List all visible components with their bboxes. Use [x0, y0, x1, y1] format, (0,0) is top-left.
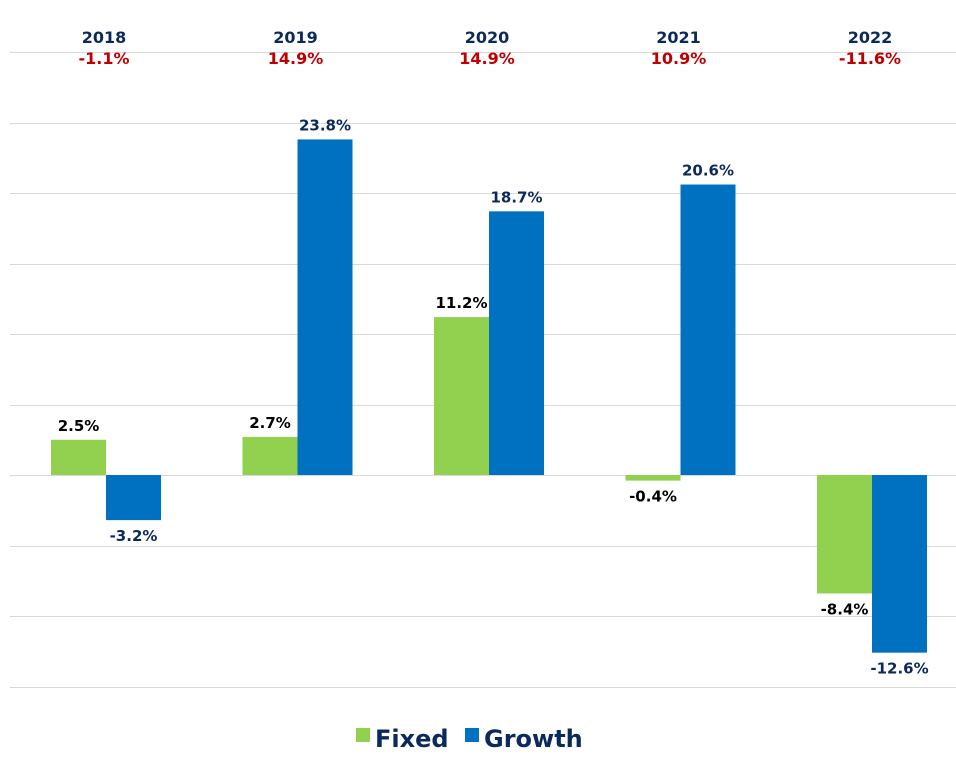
data-labels: 2.5% 2.7% 11.2% -0.4% -8.4% -3.2% 23.8% 18.7% 20… — [58, 116, 929, 677]
annual-total-2021: 10.9% — [651, 49, 707, 68]
legend: Fixed Growth — [356, 725, 583, 753]
year-label-2021: 2021 — [656, 28, 701, 47]
data-label-fixed-2020: 11.2% — [435, 294, 487, 312]
bar-fixed-2019 — [242, 436, 298, 475]
data-label-fixed-2018: 2.5% — [58, 417, 100, 435]
bar-growth-2018 — [106, 475, 161, 521]
annual-total-2022: -11.6% — [839, 49, 901, 68]
bar-fixed-2021 — [625, 475, 681, 481]
year-label-2020: 2020 — [465, 28, 510, 47]
bar-growth-2019 — [297, 139, 353, 476]
data-label-fixed-2021: -0.4% — [629, 488, 677, 506]
data-label-fixed-2019: 2.7% — [249, 414, 291, 432]
data-label-growth-2021: 20.6% — [682, 162, 734, 180]
legend-swatch-growth — [465, 728, 479, 742]
annual-total-2019: 14.9% — [268, 49, 324, 68]
year-label-2019: 2019 — [273, 28, 318, 47]
bar-growth-2022 — [872, 475, 927, 653]
bar-fixed-2020 — [434, 317, 489, 475]
data-label-growth-2022: -12.6% — [870, 660, 928, 678]
year-label-2022: 2022 — [848, 28, 893, 47]
data-label-fixed-2022: -8.4% — [821, 600, 869, 618]
bar-fixed-2022 — [817, 475, 872, 594]
legend-label-growth: Growth — [484, 725, 583, 753]
year-label-2018: 2018 — [82, 28, 127, 47]
legend-label-fixed: Fixed — [375, 725, 449, 753]
bar-growth-2021 — [680, 184, 736, 476]
bars — [51, 139, 927, 653]
year-headers: 2018 -1.1% 2019 14.9% 2020 14.9% 2021 10.9% 2022… — [78, 28, 901, 68]
data-label-growth-2019: 23.8% — [299, 116, 351, 134]
annual-total-2020: 14.9% — [459, 49, 515, 68]
legend-swatch-fixed — [356, 728, 370, 742]
annual-total-2018: -1.1% — [78, 49, 129, 68]
data-label-growth-2018: -3.2% — [110, 527, 158, 545]
bar-fixed-2018 — [51, 439, 106, 475]
data-label-growth-2020: 18.7% — [490, 188, 542, 206]
bar-growth-2020 — [489, 211, 544, 475]
